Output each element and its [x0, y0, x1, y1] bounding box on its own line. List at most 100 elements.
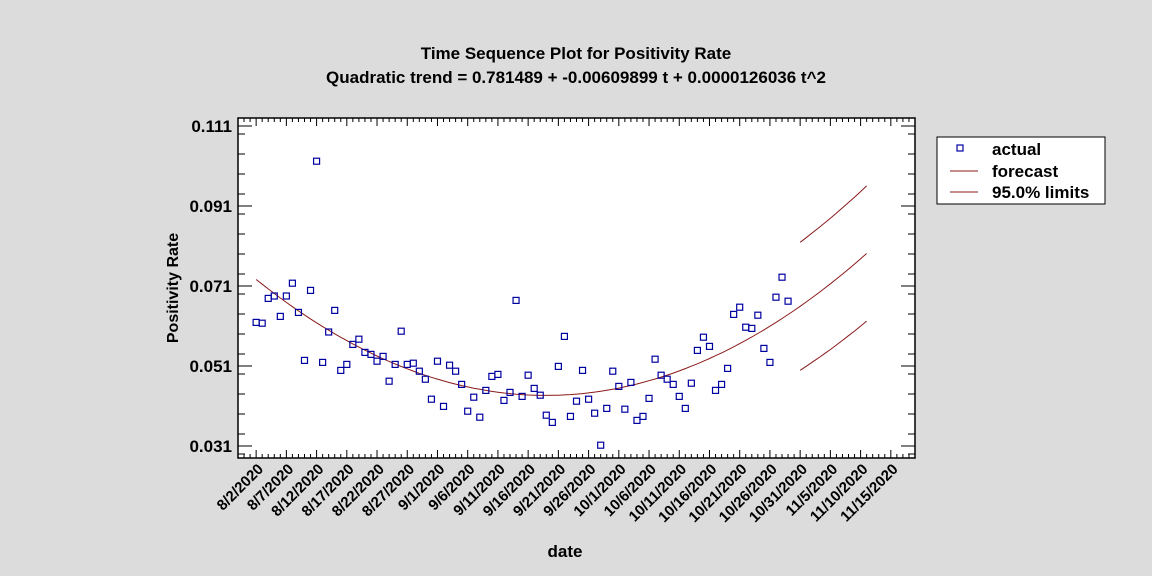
legend-actual-marker	[956, 144, 964, 152]
actual-point	[584, 395, 593, 403]
y-tick-label: 0.051	[189, 357, 232, 376]
actual-point	[452, 367, 460, 375]
actual-point	[693, 346, 701, 354]
actual-point	[730, 310, 738, 318]
actual-point	[482, 386, 490, 394]
actual-point	[627, 378, 635, 386]
actual-point	[748, 324, 756, 332]
y-tick-label: 0.111	[191, 117, 232, 136]
actual-point	[699, 333, 708, 341]
actual-point	[597, 441, 605, 449]
upper-limit-line	[799, 185, 867, 243]
actual-point	[458, 380, 466, 388]
actual-point	[409, 359, 417, 367]
actual-point	[445, 361, 454, 369]
actual-point	[609, 367, 617, 375]
plot-area	[237, 117, 916, 459]
actual-point	[470, 393, 478, 401]
actual-point	[784, 297, 792, 305]
actual-point	[524, 371, 532, 379]
actual-point	[367, 350, 375, 358]
actual-point	[736, 303, 744, 311]
actual-point	[391, 360, 399, 368]
actual-point	[433, 357, 442, 365]
actual-point	[270, 292, 278, 300]
actual-point	[512, 296, 520, 304]
legend: actual forecast 95.0% limits	[936, 136, 1106, 205]
actual-point	[325, 328, 333, 336]
actual-point	[657, 371, 665, 379]
actual-point	[711, 386, 720, 394]
actual-point	[282, 292, 290, 300]
actual-point	[681, 404, 689, 412]
legend-limits: 95.0% limits	[992, 183, 1089, 202]
actual-point	[578, 366, 587, 374]
actual-point	[288, 279, 297, 287]
actual-point	[506, 388, 514, 396]
actual-point	[542, 411, 550, 419]
actual-point	[572, 397, 581, 405]
legend-actual: actual	[992, 140, 1041, 159]
actual-point	[603, 404, 611, 412]
actual-point	[760, 344, 768, 352]
actual-point	[385, 377, 393, 385]
actual-point	[621, 405, 629, 413]
forecast-line	[255, 253, 867, 396]
actual-point	[427, 395, 436, 403]
actual-point	[615, 382, 623, 390]
actual-point	[669, 380, 677, 388]
actual-point	[675, 392, 683, 400]
actual-point	[778, 273, 786, 281]
actual-point	[566, 412, 575, 420]
actual-point	[397, 327, 405, 335]
actual-point	[373, 357, 381, 365]
y-tick-label: 0.091	[189, 197, 232, 216]
actual-point	[687, 379, 695, 387]
actual-point	[439, 402, 448, 410]
actual-point	[591, 409, 599, 417]
actual-point	[337, 366, 345, 374]
actual-point	[536, 391, 544, 399]
actual-point	[651, 355, 659, 363]
actual-point	[772, 293, 780, 301]
actual-point	[633, 416, 641, 424]
actual-point	[379, 352, 387, 360]
actual-point	[518, 392, 526, 400]
actual-point	[276, 312, 284, 320]
actual-point	[639, 412, 647, 420]
actual-point	[355, 335, 363, 343]
actual-point	[421, 375, 429, 383]
actual-point	[766, 358, 774, 366]
actual-point	[754, 311, 762, 319]
actual-point	[331, 306, 339, 314]
actual-point	[494, 370, 502, 378]
actual-point	[645, 394, 653, 402]
actual-point	[300, 356, 309, 364]
lower-limit-line	[799, 320, 867, 371]
actual-point	[312, 157, 321, 165]
actual-point	[258, 319, 266, 327]
actual-point	[294, 308, 303, 316]
chart-title: Time Sequence Plot for Positivity Rate	[421, 44, 732, 63]
actual-point	[500, 396, 508, 404]
actual-point	[476, 413, 484, 421]
actual-point	[464, 407, 472, 415]
x-axis-label: date	[548, 542, 583, 561]
actual-point	[349, 340, 357, 348]
actual-point	[705, 342, 714, 350]
actual-point	[319, 358, 327, 366]
actual-point	[560, 332, 569, 340]
actual-point	[306, 286, 315, 294]
y-axis-label: Positivity Rate	[165, 233, 182, 343]
actual-point	[415, 367, 423, 375]
chart-subtitle: Quadratic trend = 0.781489 + -0.00609899…	[326, 68, 826, 87]
legend-forecast: forecast	[992, 162, 1058, 181]
actual-point	[343, 360, 351, 368]
actual-point	[724, 364, 732, 372]
y-tick-label: 0.031	[189, 437, 232, 456]
actual-point	[530, 384, 538, 392]
actual-point	[663, 375, 671, 383]
y-tick-label: 0.071	[189, 277, 232, 296]
actual-point	[548, 418, 556, 426]
